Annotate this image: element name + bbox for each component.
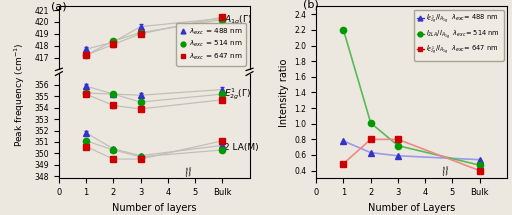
Text: $E^{1}_{2g}(\Gamma)$: $E^{1}_{2g}(\Gamma)$ bbox=[224, 86, 252, 102]
Text: Peak frequency (cm$^{-1}$): Peak frequency (cm$^{-1}$) bbox=[13, 42, 27, 147]
Text: 2 LA(M): 2 LA(M) bbox=[224, 143, 259, 152]
Text: //: // bbox=[441, 166, 450, 177]
Text: $A_{1g}(\Gamma)$: $A_{1g}(\Gamma)$ bbox=[224, 14, 252, 27]
Legend: $\lambda_{exc}$ = 488 nm, $\lambda_{exc}$ = 514 nm, $\lambda_{exc}$ = 647 nm: $\lambda_{exc}$ = 488 nm, $\lambda_{exc}… bbox=[177, 23, 246, 66]
Text: (b): (b) bbox=[303, 0, 318, 10]
Legend: $I_{E^{1}_{2g}}/I_{A_{1g}}$  $\lambda_{exc}$= 488 nm, $I_{2LA}/I_{A_{1g}}$  $\la: $I_{E^{1}_{2g}}/I_{A_{1g}}$ $\lambda_{ex… bbox=[414, 10, 503, 61]
X-axis label: Number of layers: Number of layers bbox=[112, 203, 197, 213]
Text: //: // bbox=[184, 167, 193, 178]
Text: (a): (a) bbox=[51, 2, 67, 11]
X-axis label: Number of Layers: Number of Layers bbox=[368, 203, 455, 213]
Y-axis label: Intensity ratio: Intensity ratio bbox=[279, 58, 289, 127]
